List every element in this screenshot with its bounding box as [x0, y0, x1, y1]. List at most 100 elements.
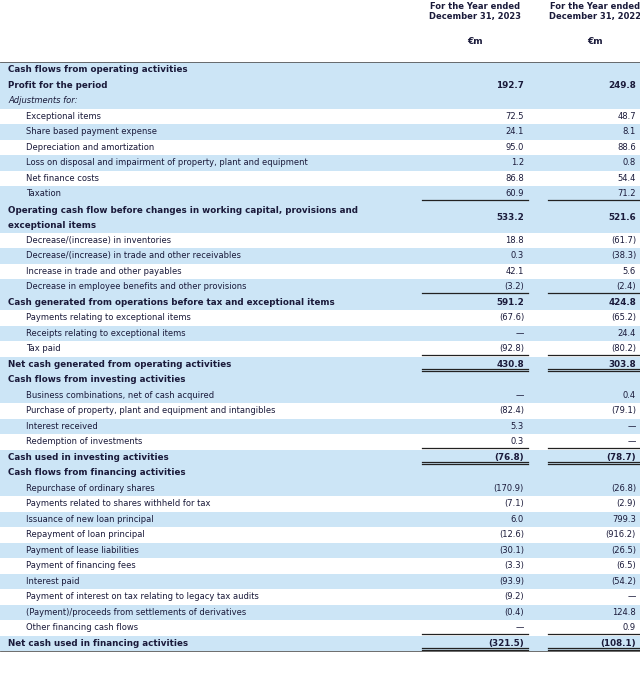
Bar [0, 93, 640, 108]
Bar [0, 496, 640, 512]
Bar [0, 232, 640, 248]
Text: 1.2: 1.2 [511, 158, 524, 167]
Bar [0, 387, 640, 403]
Text: (93.9): (93.9) [499, 577, 524, 586]
Text: 533.2: 533.2 [496, 213, 524, 221]
Text: (9.2): (9.2) [504, 592, 524, 601]
Text: 48.7: 48.7 [618, 112, 636, 121]
Bar [0, 589, 640, 605]
Text: exceptional items: exceptional items [8, 221, 96, 230]
Text: 5.3: 5.3 [511, 422, 524, 431]
Text: Share based payment expense: Share based payment expense [26, 127, 157, 136]
Text: (61.7): (61.7) [611, 236, 636, 245]
Text: Payment of financing fees: Payment of financing fees [26, 561, 136, 570]
Bar [0, 450, 640, 465]
Text: Payment of lease liabilities: Payment of lease liabilities [26, 546, 139, 554]
Text: (38.3): (38.3) [611, 251, 636, 260]
Bar [0, 434, 640, 450]
Bar [0, 202, 640, 232]
Text: (78.7): (78.7) [606, 453, 636, 462]
Bar [0, 186, 640, 202]
Text: 86.8: 86.8 [505, 174, 524, 183]
Text: —: — [516, 329, 524, 338]
Text: Decrease/(increase) in inventories: Decrease/(increase) in inventories [26, 236, 171, 245]
Bar [0, 139, 640, 155]
Text: Cash flows from financing activities: Cash flows from financing activities [8, 468, 186, 477]
Text: 591.2: 591.2 [496, 298, 524, 307]
Text: Decrease/(increase) in trade and other receivables: Decrease/(increase) in trade and other r… [26, 251, 241, 260]
Text: Operating cash flow before changes in working capital, provisions and: Operating cash flow before changes in wo… [8, 206, 358, 215]
Bar [0, 248, 640, 263]
Text: 6.0: 6.0 [511, 515, 524, 524]
Text: (82.4): (82.4) [499, 406, 524, 415]
Text: 192.7: 192.7 [496, 81, 524, 90]
Bar [0, 605, 640, 620]
Text: —: — [516, 624, 524, 632]
Text: Cash flows from investing activities: Cash flows from investing activities [8, 375, 186, 385]
Text: Interest received: Interest received [26, 422, 98, 431]
Text: 249.8: 249.8 [608, 81, 636, 90]
Bar [0, 62, 640, 77]
Text: (2.9): (2.9) [616, 499, 636, 508]
Bar [0, 620, 640, 636]
Bar [0, 542, 640, 558]
Bar [0, 108, 640, 124]
Text: (Payment)/proceeds from settlements of derivatives: (Payment)/proceeds from settlements of d… [26, 608, 246, 617]
Text: 124.8: 124.8 [612, 608, 636, 617]
Text: (67.6): (67.6) [499, 313, 524, 322]
Bar [0, 527, 640, 542]
Text: 0.3: 0.3 [511, 437, 524, 446]
Text: Depreciation and amortization: Depreciation and amortization [26, 143, 154, 152]
Text: Loss on disposal and impairment of property, plant and equipment: Loss on disposal and impairment of prope… [26, 158, 308, 167]
Text: 72.5: 72.5 [506, 112, 524, 121]
Text: Cash generated from operations before tax and exceptional items: Cash generated from operations before ta… [8, 298, 335, 307]
Text: Adjustments for:: Adjustments for: [8, 96, 77, 105]
Text: €m: €m [467, 37, 483, 46]
Text: —: — [628, 437, 636, 446]
Text: Increase in trade and other payables: Increase in trade and other payables [26, 267, 182, 276]
Text: (0.4): (0.4) [504, 608, 524, 617]
Text: —: — [516, 391, 524, 399]
Bar [0, 512, 640, 527]
Text: Net cash generated from operating activities: Net cash generated from operating activi… [8, 359, 232, 369]
Text: Net finance costs: Net finance costs [26, 174, 99, 183]
Text: Cash flows from operating activities: Cash flows from operating activities [8, 65, 188, 74]
Text: 71.2: 71.2 [618, 190, 636, 198]
Text: 42.1: 42.1 [506, 267, 524, 276]
Bar [0, 155, 640, 171]
Text: Business combinations, net of cash acquired: Business combinations, net of cash acqui… [26, 391, 214, 399]
Text: 430.8: 430.8 [497, 359, 524, 369]
Text: 0.9: 0.9 [623, 624, 636, 632]
Text: (108.1): (108.1) [600, 639, 636, 648]
Bar [0, 279, 640, 294]
Text: 54.4: 54.4 [618, 174, 636, 183]
Text: (2.4): (2.4) [616, 282, 636, 291]
Text: Exceptional items: Exceptional items [26, 112, 101, 121]
Text: Payments related to shares withheld for tax: Payments related to shares withheld for … [26, 499, 211, 508]
Text: Payment of interest on tax relating to legacy tax audits: Payment of interest on tax relating to l… [26, 592, 259, 601]
Bar [0, 77, 640, 93]
Bar [0, 372, 640, 387]
Bar [0, 573, 640, 589]
Text: —: — [628, 422, 636, 431]
Text: 95.0: 95.0 [506, 143, 524, 152]
Text: (26.5): (26.5) [611, 546, 636, 554]
Text: 24.4: 24.4 [618, 329, 636, 338]
Text: (92.8): (92.8) [499, 344, 524, 353]
Text: 60.9: 60.9 [506, 190, 524, 198]
Bar [0, 558, 640, 573]
Text: 0.4: 0.4 [623, 391, 636, 399]
Text: Net cash used in financing activities: Net cash used in financing activities [8, 639, 188, 648]
Text: Decrease in employee benefits and other provisions: Decrease in employee benefits and other … [26, 282, 246, 291]
Bar [0, 465, 640, 481]
Text: For the Year ended
December 31, 2022: For the Year ended December 31, 2022 [549, 2, 640, 22]
Text: 24.1: 24.1 [506, 127, 524, 136]
Bar [0, 357, 640, 372]
Text: Repurchase of ordinary shares: Repurchase of ordinary shares [26, 484, 155, 493]
Text: (79.1): (79.1) [611, 406, 636, 415]
Text: (76.8): (76.8) [494, 453, 524, 462]
Text: 8.1: 8.1 [623, 127, 636, 136]
Text: (170.9): (170.9) [493, 484, 524, 493]
Text: (80.2): (80.2) [611, 344, 636, 353]
Bar [0, 341, 640, 357]
